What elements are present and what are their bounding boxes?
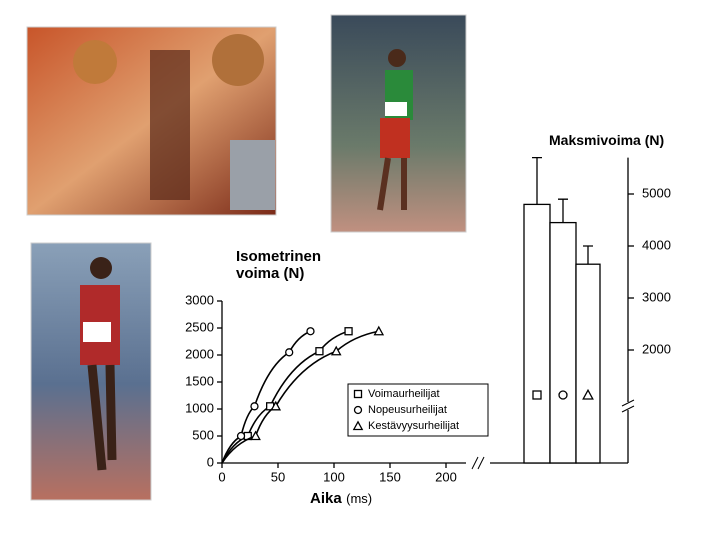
legend-label: Kestävyysurheilijat xyxy=(368,420,459,432)
x-tick-label: 200 xyxy=(435,469,457,484)
x-axis-unit: (ms) xyxy=(346,491,373,506)
legend-marker xyxy=(353,405,363,415)
point xyxy=(344,327,353,336)
x-axis-label: Aika (ms) xyxy=(310,490,372,508)
legend-label: Voimaurheilijat xyxy=(368,388,440,400)
point xyxy=(285,348,294,357)
x-tick-label: 100 xyxy=(323,469,345,484)
error-bar xyxy=(558,198,568,223)
error-bar xyxy=(583,245,593,265)
legend-marker xyxy=(352,420,364,431)
bar xyxy=(523,203,551,464)
point xyxy=(250,430,261,441)
bar xyxy=(549,221,577,464)
y-tick-label: 0 xyxy=(207,454,214,469)
x-tick-label: 150 xyxy=(379,469,401,484)
legend-marker xyxy=(353,389,363,399)
legend-label: Nopeusurheilijat xyxy=(368,404,447,416)
point xyxy=(250,402,259,411)
axis-break xyxy=(621,399,635,413)
y-tick-label: 2000 xyxy=(642,341,671,356)
point xyxy=(315,347,324,356)
point xyxy=(270,400,282,411)
y-tick-label: 2500 xyxy=(185,319,214,334)
point xyxy=(306,327,315,336)
photo-powerlifter xyxy=(26,26,277,216)
bar-symbol xyxy=(532,390,542,400)
error-bar xyxy=(532,156,542,205)
bar-symbol xyxy=(582,388,594,400)
axis-break xyxy=(471,456,485,470)
legend-box xyxy=(347,383,489,437)
y-tick-label: 3000 xyxy=(642,289,671,304)
y-tick-label: 3000 xyxy=(185,292,214,307)
y-tick-label: 5000 xyxy=(642,185,671,200)
x-tick-label: 50 xyxy=(271,469,285,484)
photo-sprinter xyxy=(30,242,152,501)
y-tick-label: 1500 xyxy=(185,373,214,388)
x-tick-label: 0 xyxy=(218,469,225,484)
photo-runner xyxy=(330,14,467,233)
y-tick-label: 2000 xyxy=(185,346,214,361)
y-tick-label: 500 xyxy=(192,427,214,442)
point xyxy=(236,431,246,441)
series-line xyxy=(221,330,311,464)
bar xyxy=(575,263,601,464)
chart-title: Maksmivoima (N) xyxy=(549,132,665,148)
x-axis-label-text: Aika xyxy=(310,490,342,507)
y-tick-label: 1000 xyxy=(185,400,214,415)
point xyxy=(373,325,385,336)
y-axis-label: Isometrinen voima (N) xyxy=(236,248,322,282)
point xyxy=(330,345,342,356)
bar-symbol xyxy=(558,390,568,400)
y-tick-label: 4000 xyxy=(642,237,671,252)
